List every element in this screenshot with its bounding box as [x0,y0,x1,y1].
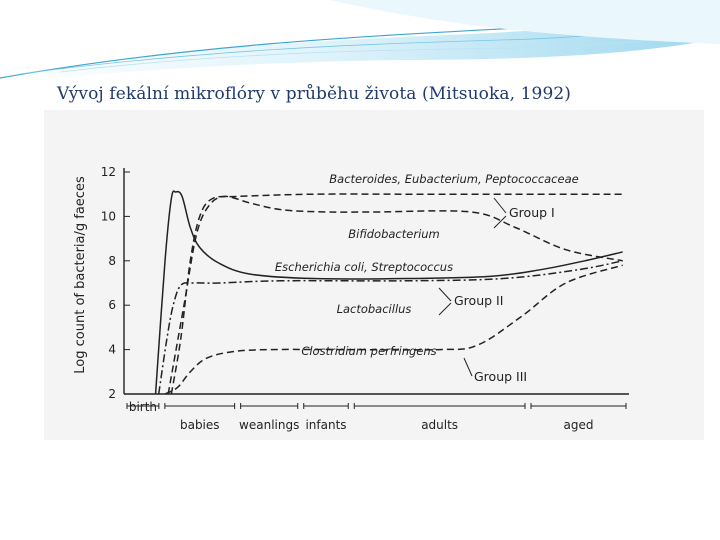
x-stage-label: adults [421,418,458,432]
series-line-1 [170,193,623,395]
y-tick-label: 8 [108,254,116,268]
series-name-label: Bacteroides, Eubacterium, Peptococcaceae [329,172,578,186]
group-pointer-line [438,287,452,302]
header-wave-banner [0,0,720,84]
series-name-label: Bifidobacterium [348,227,440,241]
x-stage-label: aged [564,418,594,432]
x-stage-label: weanlings [239,418,299,432]
group-label: Group II [454,293,503,308]
group-label: Group I [509,205,555,220]
series-name-label: Escherichia coli, Streptococcus [275,260,453,274]
series-line-4 [157,260,623,395]
series-line-5 [164,264,623,395]
group-pointer-line [438,302,452,316]
group-pointer-line [493,215,507,229]
y-tick-label: 12 [101,165,116,179]
y-tick-label: 10 [101,209,116,223]
series-name-label: Clostridium perfringens [301,344,436,358]
slide-title: Vývoj fekální mikroflóry v průběhu život… [57,84,572,104]
chart-figure: 2 4 6 8 10 12 Log count of bacteria/g faeces bi… [44,110,704,440]
series-line-2 [167,195,623,395]
y-tick-label: 4 [108,343,116,357]
x-stage-label: birth [129,400,157,414]
microflora-chart: 2 4 6 8 10 12 Log count of bacteria/g faeces bi… [73,165,629,432]
x-stage-label: infants [305,418,346,432]
y-tick-label: 2 [108,387,116,401]
series-name-label: Lactobacillus [337,302,412,316]
x-stage-label: babies [180,418,220,432]
y-axis-label: Log count of bacteria/g faeces [73,176,88,374]
group-pointer-line [493,197,507,214]
group-label: Group III [474,369,527,384]
group-pointer-line [463,357,473,377]
y-tick-label: 6 [108,298,116,312]
series-line-3 [154,190,623,395]
